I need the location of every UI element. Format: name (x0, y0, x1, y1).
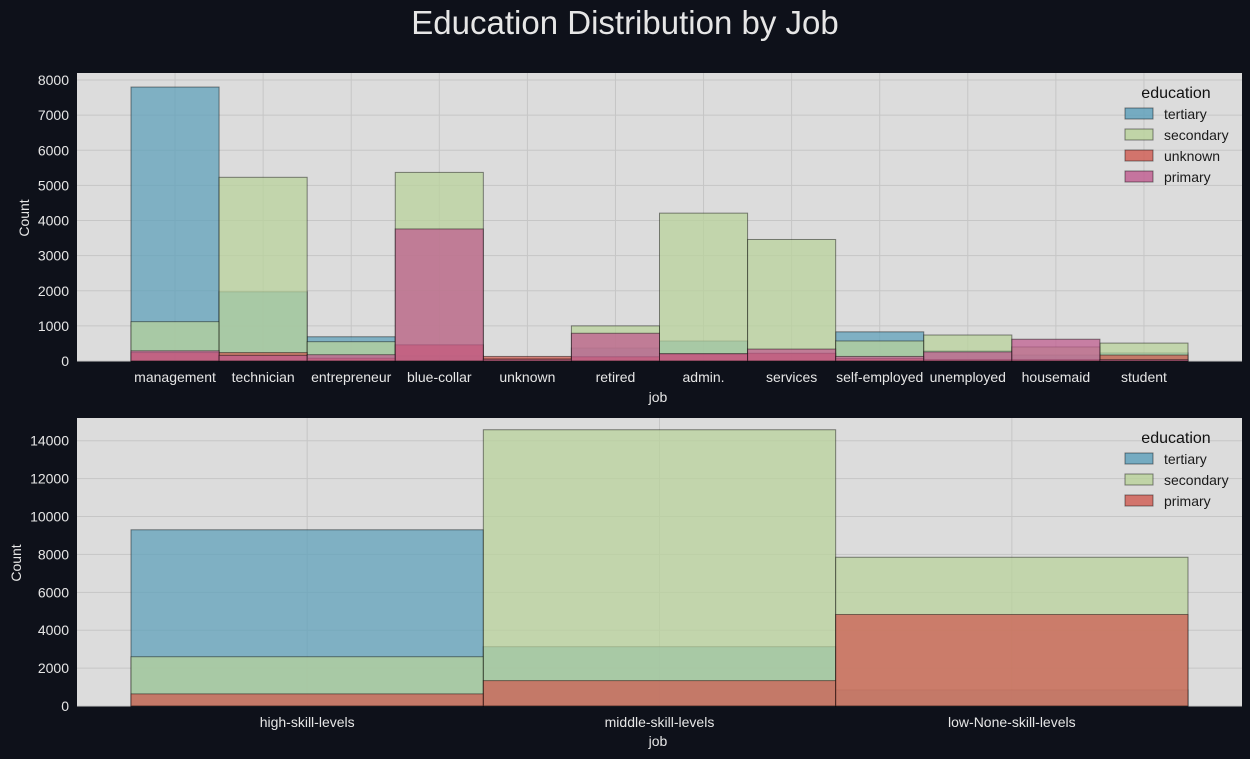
y-tick-label: 0 (61, 353, 69, 369)
bar-secondary-technician (218, 176, 308, 362)
x-tick-label: self-employed (836, 369, 923, 385)
x-tick-label: student (1121, 369, 1167, 385)
y-axis-label: Count (16, 199, 32, 236)
y-tick-label: 6000 (38, 142, 69, 158)
figure-title: Education Distribution by Job (411, 4, 839, 41)
legend-swatch-secondary (1124, 128, 1154, 141)
x-axis-label: job (648, 733, 668, 749)
y-tick-label: 0 (61, 698, 69, 714)
plot-area: 0 1000 2000 3000 4000 5000 6000 7000 8000 managem… (38, 72, 1242, 385)
x-tick-label: technician (232, 369, 295, 385)
legend-swatch-primary (1124, 494, 1154, 507)
y-tick-label: 6000 (38, 584, 69, 600)
legend: tertiary secondary unknown primary (1124, 106, 1229, 185)
legend-label-unknown: unknown (1164, 148, 1220, 164)
legend-label-tertiary: tertiary (1164, 451, 1207, 467)
x-tick-label: management (134, 369, 216, 385)
bar-primary-blue-collar (394, 228, 484, 362)
plot-area: 0 2000 4000 6000 8000 10000 12000 14000 high-ski… (30, 418, 1242, 730)
x-tick-label: entrepreneur (311, 369, 392, 385)
legend-swatch-tertiary (1124, 452, 1154, 465)
y-tick-label: 1000 (38, 318, 69, 334)
x-tick-label: high-skill-levels (260, 714, 355, 730)
x-tick-label: services (766, 369, 817, 385)
legend-swatch-primary (1124, 170, 1154, 183)
legend-label-primary: primary (1164, 169, 1211, 185)
legend-swatch-unknown (1124, 149, 1154, 162)
legend-swatch-secondary (1124, 473, 1154, 486)
bar-primary-housemaid (1011, 338, 1101, 362)
x-axis-label: job (648, 389, 668, 405)
legend-label-tertiary: tertiary (1164, 106, 1207, 122)
x-tick-label: retired (596, 369, 636, 385)
legend-swatch-tertiary (1124, 107, 1154, 120)
bar-primary-high-skill-levels (130, 693, 484, 707)
y-tick-label: 2000 (38, 283, 69, 299)
bar-secondary-services (747, 238, 837, 362)
y-tick-label: 10000 (30, 509, 69, 525)
bar-primary-student (1099, 359, 1189, 362)
legend-label-secondary: secondary (1164, 127, 1229, 143)
y-tick-label: 2000 (38, 660, 69, 676)
x-tick-label: housemaid (1022, 369, 1091, 385)
bar-secondary-admin (659, 212, 749, 362)
x-tick-label: blue-collar (407, 369, 472, 385)
x-tick-label: low-None-skill-levels (948, 714, 1076, 730)
y-tick-label: 5000 (38, 177, 69, 193)
y-tick-label: 12000 (30, 471, 69, 487)
y-tick-label: 8000 (38, 72, 69, 88)
x-tick-label: unknown (499, 369, 555, 385)
y-tick-label: 4000 (38, 622, 69, 638)
x-tick-label: middle-skill-levels (605, 714, 715, 730)
legend-label-primary: primary (1164, 493, 1211, 509)
legend-title: education (1141, 85, 1210, 102)
bar-primary-retired (570, 332, 661, 362)
y-tick-label: 8000 (38, 546, 69, 562)
legend: tertiary secondary primary (1124, 451, 1229, 509)
y-axis-label: Count (8, 544, 24, 581)
y-tick-label: 14000 (30, 433, 69, 449)
x-tick-label: admin. (683, 369, 725, 385)
y-tick-label: 3000 (38, 248, 69, 264)
bar-primary-low-none-skill-levels (835, 613, 1189, 707)
legend-label-secondary: secondary (1164, 472, 1229, 488)
legend-title: education (1141, 430, 1210, 447)
y-tick-label: 4000 (38, 213, 69, 229)
x-tick-label: unemployed (930, 369, 1006, 385)
bar-primary-middle-skill-levels (482, 680, 837, 707)
bar-primary-services (747, 348, 837, 362)
y-tick-label: 7000 (38, 107, 69, 123)
bar-secondary-middle-skill-levels (482, 429, 837, 707)
